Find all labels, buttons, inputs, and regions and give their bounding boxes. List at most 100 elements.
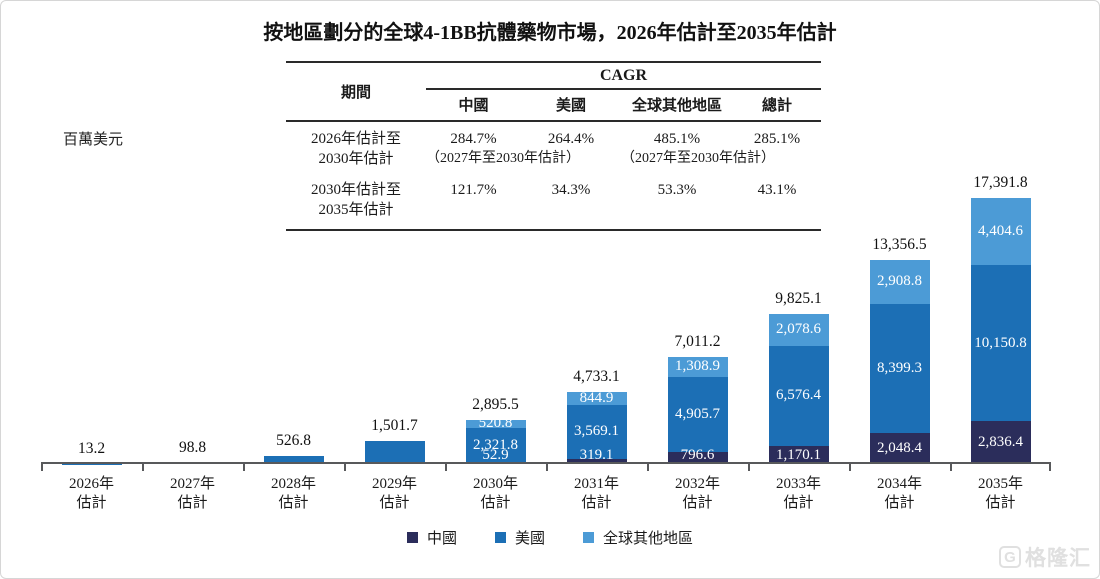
axis-tick	[748, 464, 750, 471]
cagr-value: 43.1%	[757, 182, 797, 198]
cagr-table: 期間 CAGR 中國 美國 全球其他地區 總計 2026年估計至 2030年估計…	[286, 61, 821, 231]
bar-total-label: 1,501.7	[371, 417, 418, 435]
value-cell: 34.3%	[521, 180, 621, 220]
cagr-header: CAGR	[426, 63, 821, 90]
segment-value-china: 796.6	[680, 446, 715, 463]
segment-china	[869, 432, 930, 464]
segment-value-china: 1,170.1	[776, 446, 821, 463]
legend-label-us: 美國	[514, 531, 545, 547]
segment-value-rest-of-world: 1,308.9	[675, 358, 720, 375]
legend: 中國 美國 全球其他地區	[1, 527, 1099, 548]
plot-area: 13.2 98.8 526.8 1,501.7 52.9 2,321.8 520.8 2,89…	[41, 151, 1051, 464]
bar-total-label: 13,356.5	[872, 235, 927, 253]
category-label: 2027年 估計	[169, 476, 215, 511]
segment-value-china: 319.1	[579, 446, 614, 463]
value-cell: 264.4%	[521, 129, 621, 169]
segment-us	[465, 427, 526, 464]
table-row: 2030年估計至 2035年估計 121.7% 34.3% 53.3% 43.1…	[286, 173, 821, 229]
cagr-value: 485.1%	[653, 131, 701, 147]
axis-tick	[849, 464, 851, 471]
cagr-group: CAGR 中國 美國 全球其他地區 總計	[426, 63, 821, 120]
bar-total-label: 4,733.1	[573, 367, 620, 385]
column-header-china: 中國	[458, 98, 489, 114]
segment-value-china: 2,836.4	[978, 433, 1023, 450]
bar-total-label: 526.8	[276, 431, 311, 449]
period-text: 2026年估計至	[310, 131, 401, 147]
axis-tick	[445, 464, 447, 471]
value-cell: 53.3%	[621, 180, 733, 220]
segment-value-us: 8,399.3	[877, 359, 922, 376]
segment-value-rest-of-world: 4,404.6	[978, 223, 1023, 240]
bar-total-label: 7,011.2	[674, 332, 721, 350]
axis-tick	[647, 464, 649, 471]
bar-total-label: 13.2	[77, 439, 106, 457]
table-header: 期間 CAGR 中國 美國 全球其他地區 總計	[286, 63, 821, 122]
segment-value-rest-of-world: 844.9	[579, 389, 614, 406]
period-column-header: 期間	[340, 85, 371, 101]
segment-us	[869, 304, 930, 433]
category-label: 2035年 估計	[977, 476, 1023, 511]
legend-item-rest-of-world: 全球其他地區	[583, 527, 693, 548]
segment-us	[768, 345, 829, 447]
category-label: 2030年 估計	[472, 476, 518, 511]
segment-china	[667, 451, 728, 464]
segment-us	[263, 455, 324, 464]
segment-value-rest-of-world: 2,078.6	[776, 321, 821, 338]
segment-value-us: 6,576.4	[776, 387, 821, 404]
y-axis-unit-label: 百萬美元	[63, 132, 124, 148]
cagr-value: 121.7%	[450, 182, 497, 198]
period-text: 2035年估計	[318, 202, 394, 218]
segment-value-rest-of-world: 2,908.8	[877, 273, 922, 290]
segment-china	[768, 446, 829, 464]
axis-tick	[1049, 464, 1051, 471]
column-header-total: 總計	[761, 98, 792, 114]
segment-rest-of-world	[869, 259, 930, 305]
segment-rest-of-world	[566, 391, 627, 405]
segment-value-us: 10,150.8	[974, 334, 1027, 351]
axis-tick	[546, 464, 548, 471]
column-header-rest-of-world: 全球其他地區	[631, 98, 722, 114]
category-label: 2026年 估計	[68, 476, 114, 511]
axis-tick	[344, 464, 346, 471]
category-label: 2028年 估計	[270, 476, 316, 511]
region-column-headers: 中國 美國 全球其他地區 總計	[426, 90, 821, 120]
period-cell: 2026年估計至 2030年估計	[286, 129, 426, 169]
bar-total-label: 98.8	[178, 438, 207, 456]
axis-tick	[950, 464, 952, 471]
category-label: 2033年 估計	[775, 476, 821, 511]
segment-rest-of-world	[667, 356, 728, 377]
category-label: 2034年 估計	[876, 476, 922, 511]
value-cell: 121.7%	[426, 180, 521, 220]
axis-tick	[41, 464, 43, 471]
segment-value-us: 4,905.7	[675, 405, 720, 422]
segment-china	[566, 459, 627, 464]
legend-swatch-china	[406, 532, 418, 543]
segment-china	[970, 420, 1031, 464]
segment-value-us: 2,321.8	[473, 436, 518, 453]
category-label: 2032年 估計	[674, 476, 720, 511]
cagr-value: 53.3%	[657, 182, 697, 198]
value-cell: 285.1%	[733, 129, 821, 169]
bar-total-label: 9,825.1	[775, 289, 822, 307]
legend-label-china: 中國	[426, 531, 457, 547]
watermark-text: 格隆汇	[1025, 546, 1091, 570]
stacked-bar-chart: 13.2 98.8 526.8 1,501.7 52.9 2,321.8 520.8 2,89…	[41, 151, 1051, 513]
table-row: 2026年估計至 2030年估計 284.7% （2027年至2030年估計） …	[286, 122, 821, 173]
segment-us	[566, 404, 627, 460]
cagr-value: 284.7%	[450, 131, 497, 147]
legend-swatch-us	[494, 532, 506, 543]
axis-tick	[142, 464, 144, 471]
gelonghui-watermark: G 格隆汇	[999, 542, 1091, 572]
cagr-value: 34.3%	[551, 182, 591, 198]
cagr-value: 285.1%	[753, 131, 801, 147]
period-text: 2030年估計至	[310, 182, 401, 198]
segment-value-china: 52.9	[482, 446, 509, 463]
category-label: 2031年 估計	[573, 476, 619, 511]
cagr-value: 264.4%	[547, 131, 595, 147]
segment-rest-of-world	[465, 419, 526, 428]
segment-us	[970, 265, 1031, 421]
segment-rest-of-world	[970, 198, 1031, 266]
legend-item-us: 美國	[494, 527, 545, 548]
segment-rest-of-world	[768, 313, 829, 346]
